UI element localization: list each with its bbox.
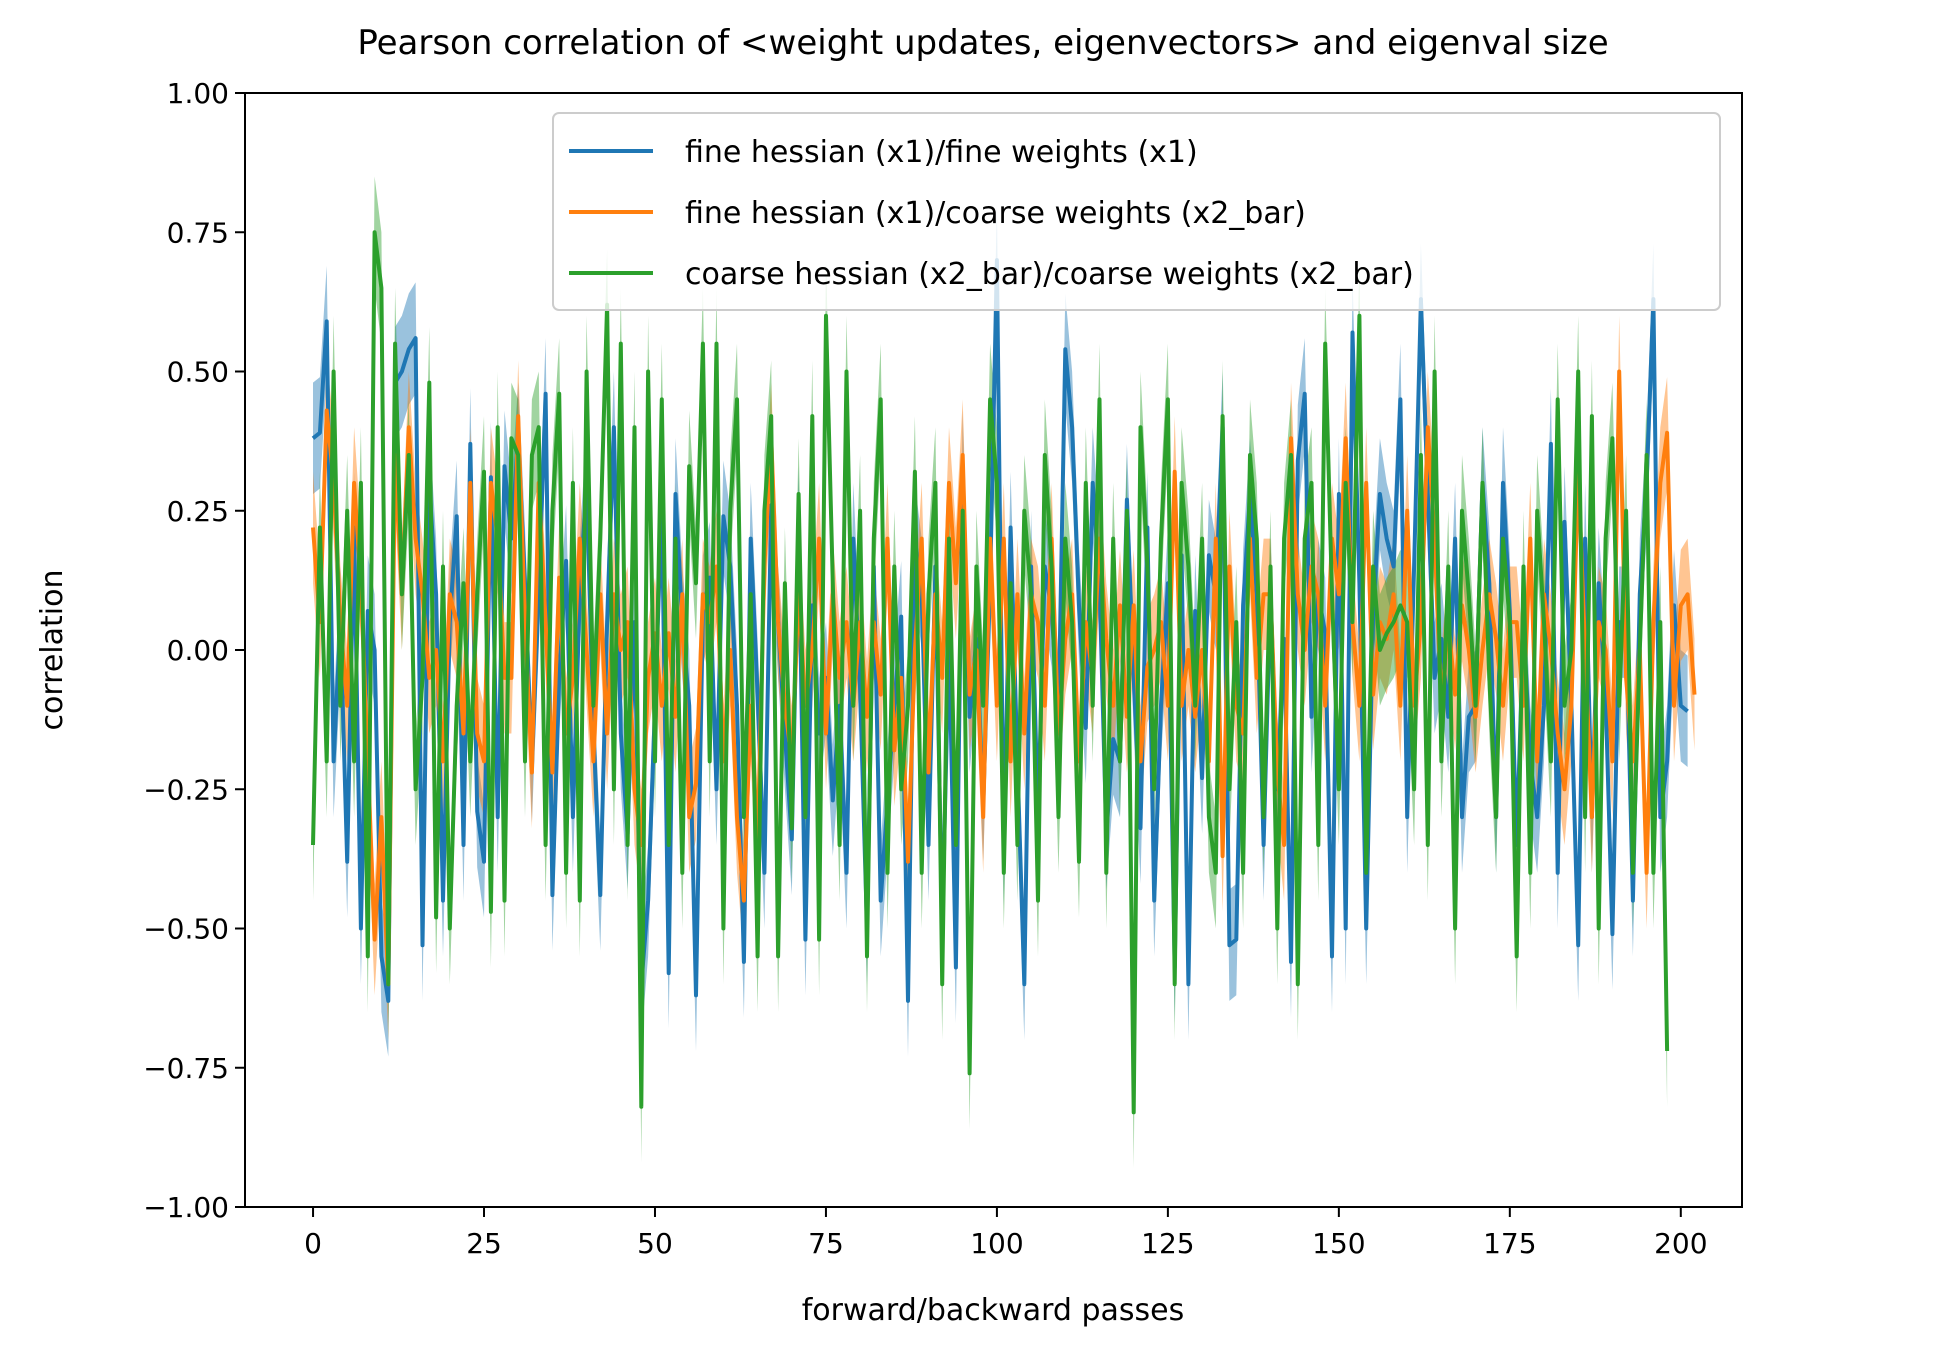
x-tick-label: 175 (1483, 1227, 1536, 1260)
y-tick-label: 0.25 (167, 495, 229, 528)
legend: fine hessian (x1)/fine weights (x1) fine … (552, 112, 1721, 311)
x-tick-label: 75 (808, 1227, 844, 1260)
series-2-line (311, 369, 1697, 987)
series-lines (311, 230, 1697, 1115)
chart-title: Pearson correlation of <weight updates, … (357, 23, 1608, 63)
y-axis-ticks: −1.00 −0.75 −0.50 −0.25 0.00 0.25 0.50 0.75 1.00 (143, 77, 245, 1224)
legend-frame (552, 112, 1721, 311)
series-3-line (311, 230, 1670, 1115)
x-axis-ticks: 0 25 50 75 100 125 150 175 200 (304, 1207, 1708, 1260)
y-tick-label: 0.75 (167, 216, 229, 249)
legend-entry-3: coarse hessian (x2_bar)/coarse weights (… (685, 257, 1414, 292)
y-tick-label: −1.00 (143, 1191, 229, 1224)
x-tick-label: 50 (637, 1227, 673, 1260)
x-tick-label: 200 (1654, 1227, 1707, 1260)
x-tick-label: 0 (304, 1227, 322, 1260)
y-tick-label: 0.50 (167, 356, 229, 389)
x-tick-label: 25 (466, 1227, 502, 1260)
y-tick-label: −0.75 (143, 1052, 229, 1085)
legend-entry-1: fine hessian (x1)/fine weights (x1) (685, 135, 1198, 170)
y-tick-label: 0.00 (167, 634, 229, 667)
x-tick-label: 125 (1141, 1227, 1194, 1260)
legend-entry-2: fine hessian (x1)/coarse weights (x2_bar… (685, 196, 1306, 231)
x-tick-label: 150 (1312, 1227, 1365, 1260)
x-tick-label: 100 (970, 1227, 1023, 1260)
y-tick-label: −0.25 (143, 773, 229, 806)
y-axis-label: correlation (35, 570, 70, 731)
x-axis-label: forward/backward passes (802, 1293, 1185, 1328)
y-tick-label: 1.00 (167, 77, 229, 110)
y-tick-label: −0.50 (143, 913, 229, 946)
